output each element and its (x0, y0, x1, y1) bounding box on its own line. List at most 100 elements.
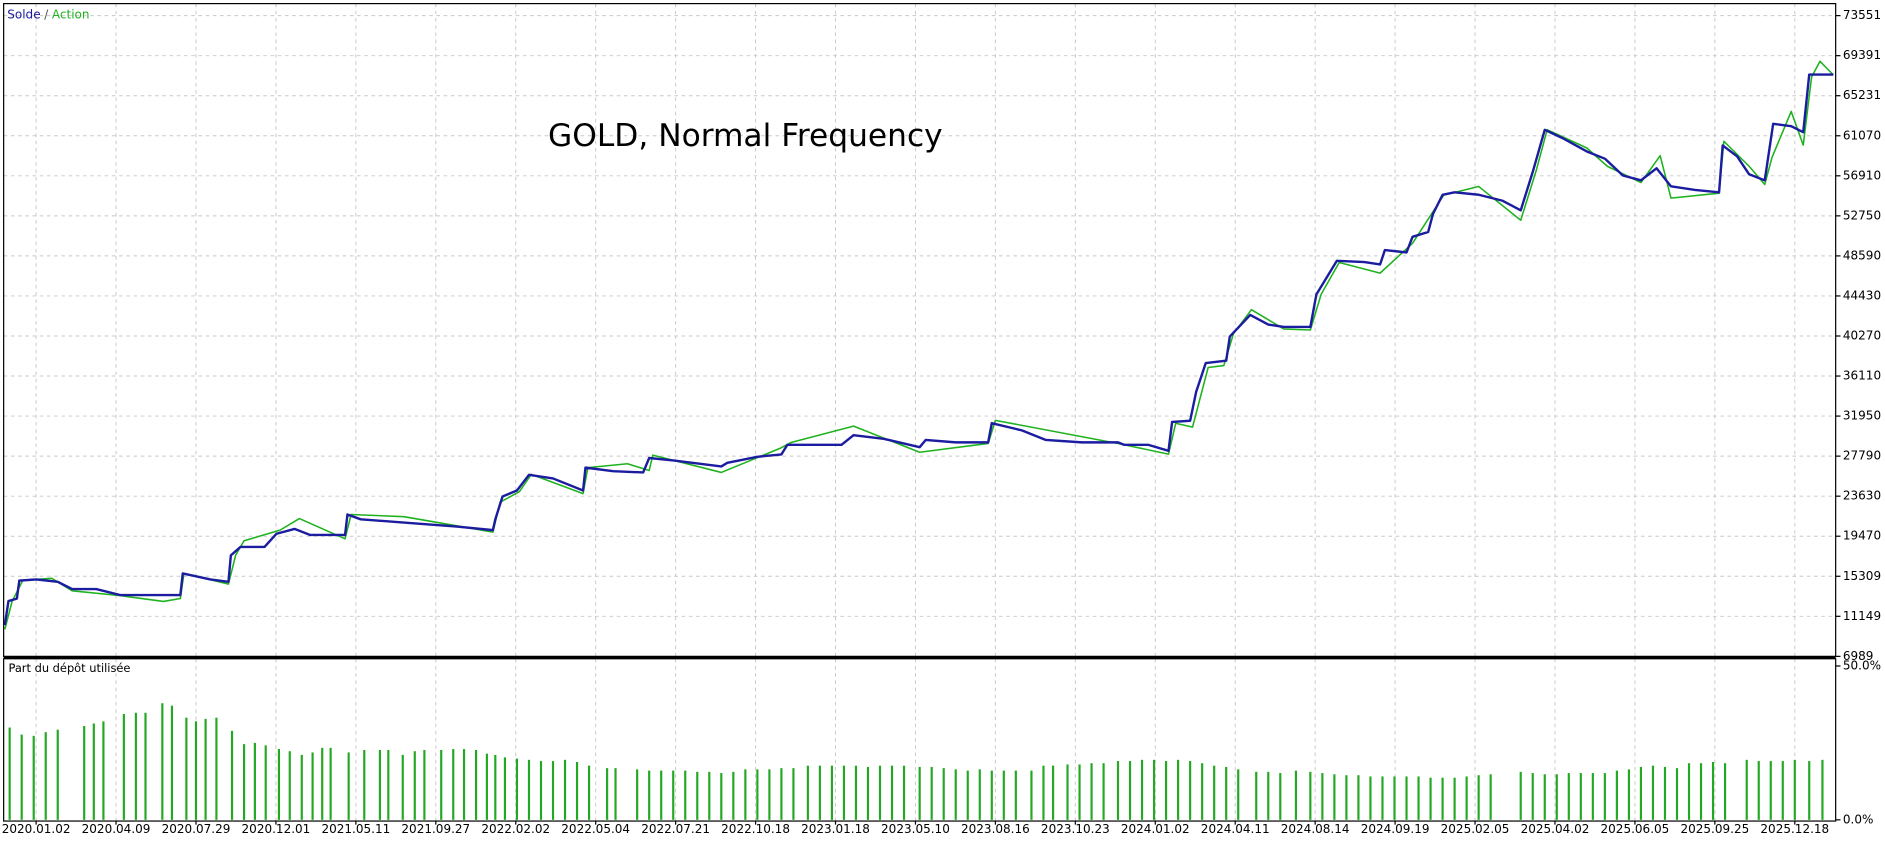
bar (277, 749, 281, 820)
bar (378, 749, 381, 820)
bar (990, 770, 993, 820)
bar (587, 765, 591, 820)
bar (20, 734, 23, 820)
bar (1165, 761, 1168, 820)
y-tick-label: 48590 (1843, 248, 1881, 262)
bar (1152, 759, 1156, 820)
grid-layer (3, 3, 1841, 825)
bar (1116, 761, 1120, 820)
bar (1393, 776, 1396, 820)
y-tick-label: 44430 (1843, 288, 1881, 302)
x-tick-label: 2022.07.21 (641, 822, 710, 836)
bar (830, 765, 833, 820)
x-tick-label: 2025.09.25 (1680, 822, 1749, 836)
bar (264, 745, 267, 820)
bar (1555, 774, 1558, 820)
bar (1140, 759, 1144, 820)
bar (161, 703, 164, 820)
y-tick-label: 6989 (1843, 649, 1874, 663)
x-tick-label: 2022.05.04 (561, 822, 630, 836)
bar (1793, 759, 1796, 820)
bar (756, 769, 759, 820)
bar (1189, 761, 1192, 820)
y-tick-label: 15309 (1843, 569, 1881, 583)
bar (1002, 770, 1005, 820)
bar (440, 749, 443, 820)
y-tick-label: 56910 (1843, 168, 1881, 182)
bar (575, 761, 579, 820)
bar (1615, 770, 1618, 820)
bar (648, 770, 651, 820)
bar (1675, 768, 1679, 820)
x-tick-label: 2022.02.02 (481, 822, 550, 836)
bar (194, 721, 198, 820)
bar (732, 771, 735, 820)
chart-title: GOLD, Normal Frequency (548, 118, 943, 154)
bar (1066, 764, 1069, 820)
bar (1757, 761, 1760, 820)
y-tick-label: 31950 (1843, 409, 1881, 423)
bar (144, 712, 147, 820)
bar (1429, 777, 1432, 820)
bar (1309, 771, 1312, 820)
bar (792, 768, 795, 820)
x-tick-label: 2020.04.09 (82, 822, 151, 836)
bar (1052, 765, 1055, 820)
bar (44, 732, 47, 820)
bar (1687, 763, 1691, 820)
bar (253, 742, 256, 820)
bar (551, 761, 555, 820)
bar (170, 705, 174, 820)
bar (1042, 765, 1045, 820)
bar (744, 769, 747, 820)
bar (1745, 759, 1748, 820)
bar (1333, 774, 1336, 820)
bar (329, 747, 332, 820)
x-tick-label: 2021.09.27 (401, 822, 470, 836)
x-tick-label: 2021.05.11 (321, 822, 390, 836)
bar (1639, 766, 1643, 820)
bar (1357, 775, 1360, 820)
bar (363, 749, 366, 820)
x-tick-label: 2025.02.05 (1441, 822, 1510, 836)
bar (1201, 763, 1204, 820)
bar (1014, 770, 1017, 820)
y-tick-label: 61070 (1843, 128, 1881, 142)
bar (321, 747, 324, 820)
bar (1417, 776, 1420, 820)
bar (300, 754, 303, 820)
y-tick-label: 23630 (1843, 489, 1881, 503)
bar (1381, 776, 1384, 820)
bar (204, 718, 207, 820)
bar (878, 765, 882, 820)
bar (1030, 770, 1033, 820)
bar (134, 712, 137, 820)
bar (1567, 773, 1570, 820)
bar (1579, 773, 1582, 820)
bar (660, 770, 663, 820)
bar (1213, 765, 1216, 820)
bar (1477, 775, 1480, 820)
bar (1663, 766, 1667, 820)
bar (818, 765, 821, 820)
bar (854, 765, 858, 820)
bar (1453, 777, 1456, 820)
bar (527, 759, 531, 820)
bar (1489, 774, 1492, 820)
bar (1441, 777, 1444, 820)
bar (1279, 773, 1282, 820)
bar (636, 769, 639, 820)
bar (1821, 759, 1824, 820)
bar (1078, 764, 1081, 820)
bar (83, 725, 86, 820)
series-line (3, 73, 1834, 626)
x-tick-label: 2025.06.05 (1601, 822, 1670, 836)
bar (503, 757, 507, 820)
x-tick-label: 2020.07.29 (162, 822, 231, 836)
bar (1808, 761, 1811, 820)
bar (215, 717, 218, 820)
x-tick-label: 2020.01.02 (2, 822, 71, 836)
bar (606, 768, 609, 820)
